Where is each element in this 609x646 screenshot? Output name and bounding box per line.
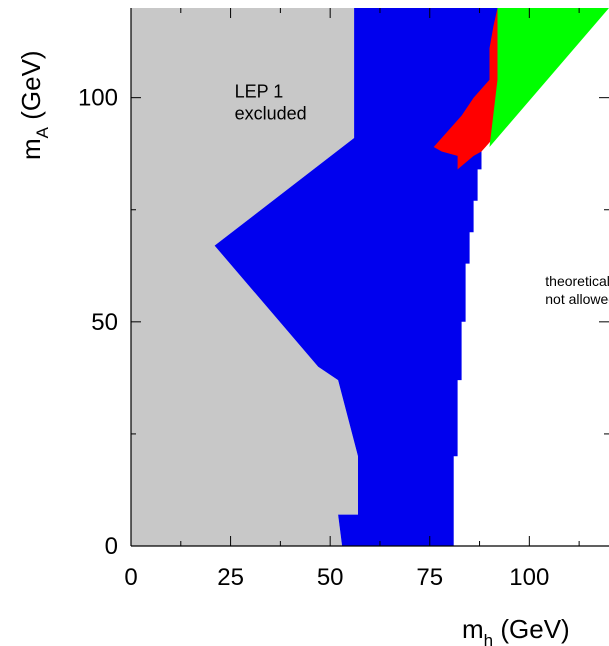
x-tick-label: 0 xyxy=(124,564,137,591)
y-tick-labels: 0 50 100 xyxy=(78,85,118,560)
annotation-line: LEP 1 xyxy=(235,82,284,102)
annotation-line: theoretically xyxy=(545,273,609,289)
y-tick-label: 50 xyxy=(91,309,118,336)
x-tick-label: 25 xyxy=(217,564,244,591)
tick-marks xyxy=(130,8,609,547)
annotation-line: not allowed xyxy=(545,291,609,307)
x-axis-title-sub: h xyxy=(484,631,493,646)
regions-layer xyxy=(131,8,609,546)
x-axis-title-main: m xyxy=(462,614,484,644)
y-axis-title: mA (GeV) xyxy=(16,50,52,160)
x-tick-labels: 0 25 50 75 100 xyxy=(124,564,549,591)
x-axis-title-unit: (GeV) xyxy=(493,614,570,644)
x-tick-label: 50 xyxy=(317,564,344,591)
x-tick-label: 100 xyxy=(509,564,549,591)
annotation-label: LEP 1 excluded xyxy=(235,82,307,124)
y-axis-title-main: m xyxy=(16,138,46,160)
region-red xyxy=(433,8,502,170)
y-tick-label: 0 xyxy=(105,533,118,560)
x-axis-title: mh (GeV) xyxy=(462,614,570,646)
annotation-line: excluded xyxy=(235,104,307,124)
y-tick-label: 100 xyxy=(78,85,118,112)
region-green xyxy=(489,8,609,147)
annotation-label: theoretically not allowed xyxy=(545,273,609,307)
y-axis-title-unit: (GeV) xyxy=(16,50,46,127)
region-blue xyxy=(214,8,498,546)
region-lep-1-excluded xyxy=(131,8,358,546)
y-axis-title-sub: A xyxy=(33,126,52,138)
x-tick-label: 75 xyxy=(416,564,443,591)
